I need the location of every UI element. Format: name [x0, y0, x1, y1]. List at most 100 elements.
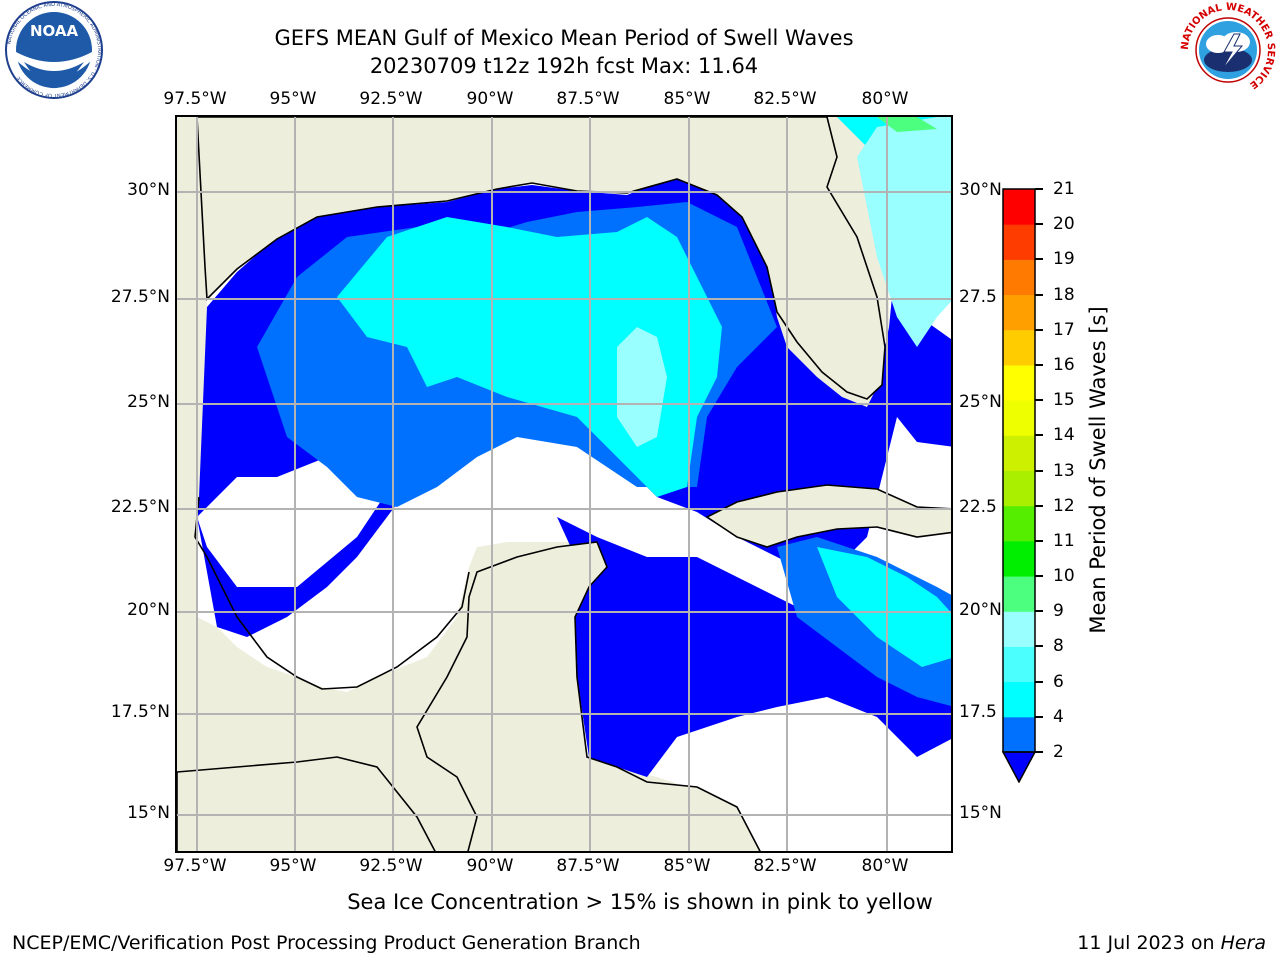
colorbar-tick-label: 11 [1053, 530, 1075, 551]
lat-label-right: 22.5 [959, 497, 997, 517]
colorbar-tick-mark [1035, 328, 1043, 331]
swell-region-4s [177, 202, 951, 851]
map-title: GEFS MEAN Gulf of Mexico Mean Period of … [274, 26, 854, 50]
colorbar-tick-label: 18 [1053, 284, 1075, 305]
lon-label-top: 85°W [663, 89, 711, 109]
lon-label-bottom: 92.5°W [359, 856, 423, 876]
map-subtitle: 20230709 t12z 192h fcst Max: 11.64 [369, 54, 759, 78]
colorbar-label: Mean Period of Swell Waves [s] [1086, 306, 1110, 634]
lat-label-left: 15°N [127, 803, 170, 823]
colorbar [1001, 188, 1037, 783]
lon-label-top: 87.5°W [556, 89, 620, 109]
lon-label-top: 92.5°W [359, 89, 423, 109]
footer-date-text: 11 Jul 2023 on [1077, 932, 1221, 954]
lon-label-top: 80°W [861, 89, 909, 109]
footer-date: 11 Jul 2023 on Hera [1077, 932, 1266, 954]
colorbar-tick-label: 14 [1053, 425, 1075, 446]
colorbar-tick-mark [1035, 575, 1043, 578]
lon-label-bottom: 85°W [663, 856, 711, 876]
colorbar-tick-label: 8 [1053, 636, 1064, 657]
colorbar-swatch [1003, 646, 1035, 683]
colorbar-swatch [1003, 294, 1035, 331]
nws-logo: NATIONAL WEATHER SERVICE [1180, 2, 1276, 97]
colorbar-swatch [1003, 224, 1035, 260]
colorbar-swatch [1003, 611, 1035, 647]
colorbar-tick-mark [1035, 645, 1043, 648]
colorbar-tick-mark [1035, 258, 1043, 261]
lon-label-top: 95°W [269, 89, 317, 109]
cuba-land [705, 484, 951, 548]
lon-label-bottom: 95°W [269, 856, 317, 876]
colorbar-swatch [1003, 329, 1035, 366]
lat-label-right: 17.5 [959, 702, 997, 722]
map-canvas [177, 117, 951, 851]
lat-label-left: 25°N [127, 392, 170, 412]
lon-label-bottom: 87.5°W [556, 856, 620, 876]
colorbar-swatch [1003, 189, 1035, 225]
lat-label-left: 22.5°N [110, 497, 170, 517]
colorbar-tick-mark [1035, 363, 1043, 366]
colorbar-tick-label: 2 [1053, 742, 1064, 762]
colorbar-tick-label: 19 [1053, 249, 1075, 270]
lon-label-bottom: 82.5°W [753, 856, 817, 876]
lon-label-top: 82.5°W [753, 89, 817, 109]
colorbar-tick-label: 16 [1053, 354, 1075, 375]
colorbar-tick-label: 4 [1053, 706, 1064, 727]
lat-label-right: 15°N [959, 803, 1002, 823]
colorbar-swatch [1003, 470, 1035, 507]
colorbar-tick-mark [1035, 293, 1043, 296]
colorbar-tick-label: 15 [1053, 390, 1075, 411]
map-panel [175, 115, 953, 853]
colorbar-tick-mark [1035, 223, 1043, 226]
yucatan-land [416, 541, 761, 851]
colorbar-swatch [1003, 259, 1035, 296]
swell-region-8s [617, 117, 951, 447]
colorbar-tick-mark [1035, 399, 1043, 402]
florida-land [196, 117, 886, 400]
footer-credit: NCEP/EMC/Verification Post Processing Pr… [12, 932, 641, 954]
colorbar-swatch [1003, 540, 1035, 577]
colorbar-tick-label: 21 [1053, 179, 1075, 199]
lon-label-top: 97.5°W [163, 89, 227, 109]
colorbar-extend-triangle [1001, 751, 1037, 783]
lat-label-right: 27.5 [959, 287, 997, 307]
lat-label-left: 27.5°N [110, 287, 170, 307]
colorbar-swatch [1003, 716, 1035, 753]
sea-ice-note: Sea Ice Concentration > 15% is shown in … [347, 890, 933, 914]
colorbar-tick-mark [1035, 188, 1043, 190]
lat-label-left: 17.5°N [110, 702, 170, 722]
colorbar-tick-mark [1035, 434, 1043, 437]
central-america-land [177, 756, 436, 851]
colorbar-tick-mark [1035, 715, 1043, 718]
footer-host: Hera [1220, 932, 1266, 954]
lat-label-right: 30°N [959, 180, 1002, 200]
lat-label-left: 30°N [127, 180, 170, 200]
colorbar-swatch [1003, 576, 1035, 612]
lon-label-bottom: 90°W [466, 856, 514, 876]
colorbar-tick-label: 12 [1053, 495, 1075, 516]
colorbar-tick-mark [1035, 469, 1043, 472]
lat-label-right: 25°N [959, 392, 1002, 412]
colorbar-tick-mark [1035, 680, 1043, 683]
colorbar-swatch [1003, 435, 1035, 471]
colorbar-tick-label: 17 [1053, 319, 1075, 340]
lat-label-right: 20°N [959, 600, 1002, 620]
lon-label-bottom: 97.5°W [163, 856, 227, 876]
lon-label-bottom: 80°W [861, 856, 909, 876]
colorbar-tick-label: 13 [1053, 460, 1075, 481]
mexico-coast [194, 496, 470, 690]
colorbar-tick-mark [1035, 539, 1043, 542]
colorbar-tick-label: 20 [1053, 214, 1075, 235]
colorbar-tick-mark [1035, 751, 1043, 753]
graticule [177, 117, 951, 851]
colorbar-tick-label: 9 [1053, 601, 1064, 622]
lon-label-top: 90°W [466, 89, 514, 109]
noaa-logo: NOAA NATIONAL OCEANIC AND ATMOSPHERIC AD… [5, 1, 103, 99]
colorbar-swatch [1003, 364, 1035, 401]
colorbar-tick-mark [1035, 504, 1043, 507]
lat-label-left: 20°N [127, 600, 170, 620]
colorbar-tick-mark [1035, 610, 1043, 613]
noaa-logo-text: NOAA [30, 22, 79, 40]
colorbar-tick-label: 10 [1053, 566, 1075, 587]
colorbar-swatch [1003, 681, 1035, 718]
